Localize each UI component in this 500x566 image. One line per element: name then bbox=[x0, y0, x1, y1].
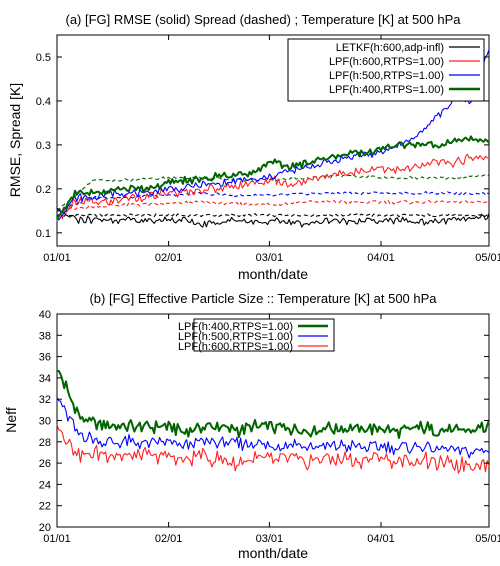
panel-b-x-axis-label: month/date bbox=[238, 545, 308, 561]
letkf-h-600-adp-infl--spread-line bbox=[56, 213, 490, 218]
panel-b-series-group bbox=[56, 369, 490, 474]
y-tick-label: 28 bbox=[39, 437, 51, 449]
legend-label: LPF(h:600,RTPS=1.00) bbox=[178, 341, 293, 353]
lpf-h-600-rtps-1-00--rmse-line bbox=[56, 153, 490, 222]
lpf-h-500-rtps-1-00--spread-line bbox=[56, 191, 490, 212]
panel-b-neff: (b) [FG] Effective Particle Size :: Temp… bbox=[3, 291, 500, 561]
panel-a-legend-box bbox=[287, 38, 485, 102]
y-tick-label: 38 bbox=[39, 330, 51, 342]
y-tick-label: 24 bbox=[39, 479, 51, 491]
legend-label: LPF(h:500,RTPS=1.00) bbox=[178, 331, 293, 343]
panel-b-x-ticks: 01/01 02/01 03/01 04/01 05/01 bbox=[43, 314, 500, 545]
lpf-h-600-rtps-1-00--spread-line bbox=[56, 199, 490, 212]
y-tick-label: 26 bbox=[39, 458, 51, 470]
panel-b-legend: LPF(h:400,RTPS=1.00)LPF(h:500,RTPS=1.00)… bbox=[178, 318, 335, 353]
panel-a-plot-frame bbox=[56, 34, 490, 247]
y-tick-label: 36 bbox=[39, 352, 51, 364]
panel-b-title: (b) [FG] Effective Particle Size :: Temp… bbox=[89, 291, 437, 306]
legend-label: LPF(h:400,RTPS=1.00) bbox=[178, 321, 293, 333]
x-tick-label: 02/01 bbox=[155, 252, 183, 264]
x-tick-label: 05/01 bbox=[475, 252, 500, 264]
panel-a-title: (a) [FG] RMSE (solid) Spread (dashed) ; … bbox=[66, 12, 462, 27]
y-tick-label: 0.1 bbox=[36, 228, 51, 240]
letkf-h-600-adp-infl--rmse-line bbox=[56, 207, 490, 228]
y-tick-label: 30 bbox=[39, 416, 51, 428]
lpf-h-500-rtps-1-00--line-line bbox=[56, 397, 490, 459]
y-tick-label: 0.3 bbox=[36, 140, 51, 152]
y-tick-label: 20 bbox=[39, 522, 51, 534]
x-tick-label: 01/01 bbox=[43, 252, 71, 264]
x-tick-label: 02/01 bbox=[155, 533, 183, 545]
panel-a-y-ticks: 0.1 0.2 0.3 0.4 0.5 bbox=[36, 52, 489, 240]
panel-a-series-group bbox=[56, 49, 490, 228]
x-tick-label: 01/01 bbox=[43, 533, 71, 545]
legend-label: LPF(h:600,RTPS=1.00) bbox=[329, 56, 444, 68]
x-tick-label: 03/01 bbox=[256, 252, 284, 264]
panel-b-y-ticks: 20 22 24 26 28 30 32 34 36 38 40 bbox=[39, 309, 489, 534]
x-tick-label: 05/01 bbox=[475, 533, 500, 545]
panel-a-x-axis-label: month/date bbox=[238, 266, 308, 282]
lpf-h-400-rtps-1-00--rmse-line bbox=[56, 135, 490, 220]
y-tick-label: 0.4 bbox=[36, 96, 51, 108]
legend-label: LPF(h:400,RTPS=1.00) bbox=[329, 84, 444, 96]
y-tick-label: 34 bbox=[39, 373, 51, 385]
panel-a-legend: LETKF(h:600,adp-infl) LPF(h:600,RTPS=1.00… bbox=[287, 38, 485, 102]
y-tick-label: 40 bbox=[39, 309, 51, 321]
y-tick-label: 22 bbox=[39, 501, 51, 513]
legend-label: LETKF(h:600,adp-infl) bbox=[336, 42, 444, 54]
lpf-h-400-rtps-1-00--spread-line bbox=[56, 174, 490, 212]
panel-a-y-axis-label: RMSE, Spread [K] bbox=[7, 83, 23, 197]
y-tick-label: 0.5 bbox=[36, 52, 51, 64]
y-tick-label: 32 bbox=[39, 394, 51, 406]
panel-a-x-ticks: 01/01 02/01 03/01 04/01 05/01 bbox=[43, 35, 500, 264]
legend-label: LPF(h:500,RTPS=1.00) bbox=[329, 70, 444, 82]
x-tick-label: 04/01 bbox=[367, 533, 395, 545]
x-tick-label: 03/01 bbox=[256, 533, 284, 545]
y-tick-label: 0.2 bbox=[36, 184, 51, 196]
lpf-h-500-rtps-1-00--rmse-line bbox=[56, 49, 490, 221]
x-tick-label: 04/01 bbox=[367, 252, 395, 264]
panel-b-y-axis-label: Neff bbox=[3, 407, 19, 433]
lpf-h-600-rtps-1-00--line-line bbox=[56, 424, 490, 474]
lpf-h-400-rtps-1-00--line-line bbox=[56, 369, 490, 439]
panel-a-rmse-spread: (a) [FG] RMSE (solid) Spread (dashed) ; … bbox=[7, 12, 500, 282]
